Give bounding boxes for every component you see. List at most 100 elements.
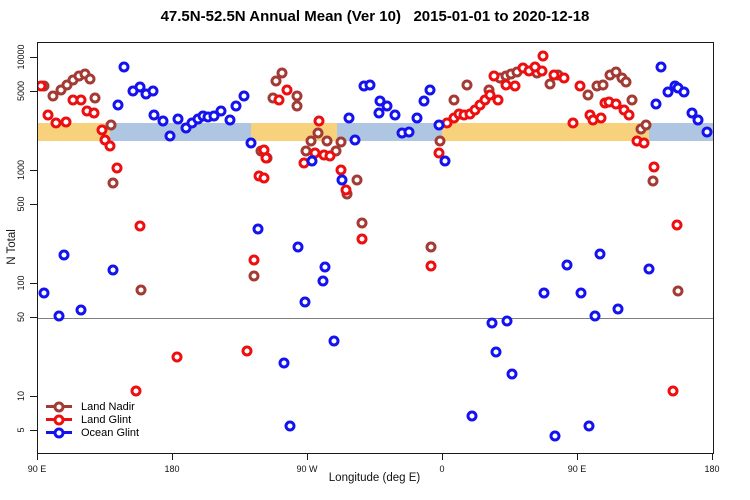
data-point-land-nadir [610,66,622,78]
ocean-glint-marker-icon [46,427,72,438]
data-point-ocean-glint [389,109,401,121]
legend: Land Nadir Land Glint Ocean Glint [46,400,139,439]
data-point-ocean-glint [328,335,340,347]
data-point-land-nadir [89,92,101,104]
data-point-ocean-glint [112,99,124,111]
data-point-land-glint [130,385,142,397]
data-point-land-glint [111,162,123,174]
data-point-land-glint [50,117,62,129]
data-point-land-glint [281,84,293,96]
data-point-land-nadir [448,94,460,106]
data-point-ocean-glint [172,113,184,125]
x-tick [577,453,578,460]
x-tick [442,453,443,460]
data-point-ocean-glint [686,107,698,119]
data-point-land-glint [273,94,285,106]
data-point-land-nadir [351,174,363,186]
data-point-ocean-glint [490,346,502,358]
data-point-land-glint [648,161,660,173]
data-point-land-nadir [135,284,147,296]
data-point-land-nadir [672,285,684,297]
data-point-ocean-glint [118,61,130,73]
data-point-land-glint [623,109,635,121]
data-point-land-nadir [434,135,446,147]
data-point-land-glint [558,72,570,84]
plot-area: Land Nadir Land Glint Ocean Glint [37,42,714,454]
data-point-ocean-glint [643,263,655,275]
data-point-land-glint [595,112,607,124]
data-point-land-glint [171,351,183,363]
data-point-land-nadir [291,100,303,112]
data-point-land-nadir [582,89,594,101]
data-point-land-glint [42,109,54,121]
y-axis-label: N Total [6,229,18,265]
mean-band-segment-ocean [336,123,442,142]
data-point-ocean-glint [364,79,376,91]
data-point-land-nadir [321,135,333,147]
data-point-ocean-glint [252,223,264,235]
y-tick [30,204,37,206]
chart-title: 47.5N-52.5N Annual Mean (Ver 10) 2015-01… [160,8,590,25]
data-point-land-glint [433,147,445,159]
data-point-ocean-glint [278,357,290,369]
land-nadir-marker-icon [46,401,72,412]
data-point-land-glint [96,124,108,136]
data-point-ocean-glint [134,81,146,93]
data-point-land-glint [492,94,504,106]
data-point-land-glint [638,137,650,149]
data-point-land-nadir [425,241,437,253]
data-point-ocean-glint [230,100,242,112]
data-point-land-glint [610,98,622,110]
data-point-land-glint [241,345,253,357]
y-tick [30,283,37,284]
y-tick [30,317,37,319]
data-point-ocean-glint [319,261,331,273]
data-point-ocean-glint [549,430,561,442]
data-point-ocean-glint [692,114,704,126]
data-point-ocean-glint [107,264,119,276]
mean-band-segment-ocean [648,123,713,142]
legend-label: Ocean Glint [81,426,140,439]
data-point-ocean-glint [650,98,662,110]
data-point-land-glint [260,152,272,164]
data-point-land-nadir [107,177,119,189]
data-point-land-glint [509,80,521,92]
data-point-ocean-glint [157,115,169,127]
data-point-ocean-glint [594,248,606,260]
y-tick [30,57,37,58]
data-point-land-nadir [312,127,324,139]
legend-label: Land Nadir [81,400,135,413]
data-point-ocean-glint [58,249,70,261]
data-point-land-glint [258,172,270,184]
x-tick [37,453,38,460]
data-point-ocean-glint [343,112,355,124]
data-point-land-glint [335,164,347,176]
y-tick-label: 1000 [16,159,26,181]
data-point-land-nadir [47,90,59,102]
legend-label: Land Glint [81,413,132,426]
data-point-ocean-glint [245,137,257,149]
data-point-land-glint [60,116,72,128]
data-point-ocean-glint [284,420,296,432]
data-point-land-nadir [626,94,638,106]
data-point-ocean-glint [75,304,87,316]
data-point-land-glint [340,184,352,196]
data-point-ocean-glint [433,119,445,131]
data-point-ocean-glint [238,90,250,102]
data-point-ocean-glint [317,275,329,287]
data-point-ocean-glint [466,410,478,422]
data-point-ocean-glint [53,310,65,322]
y-tick-label: 10 [16,390,26,402]
data-point-land-glint [313,115,325,127]
data-point-ocean-glint [411,112,423,124]
data-point-ocean-glint [403,126,415,138]
data-point-land-nadir [640,119,652,131]
data-point-ocean-glint [148,109,160,121]
y-tick-label: 5000 [16,81,26,102]
x-tick [172,453,173,460]
reference-line-50 [38,318,713,320]
data-point-land-nadir [544,78,556,90]
data-point-land-glint [536,65,548,77]
data-point-land-glint [356,233,368,245]
data-point-ocean-glint [224,114,236,126]
